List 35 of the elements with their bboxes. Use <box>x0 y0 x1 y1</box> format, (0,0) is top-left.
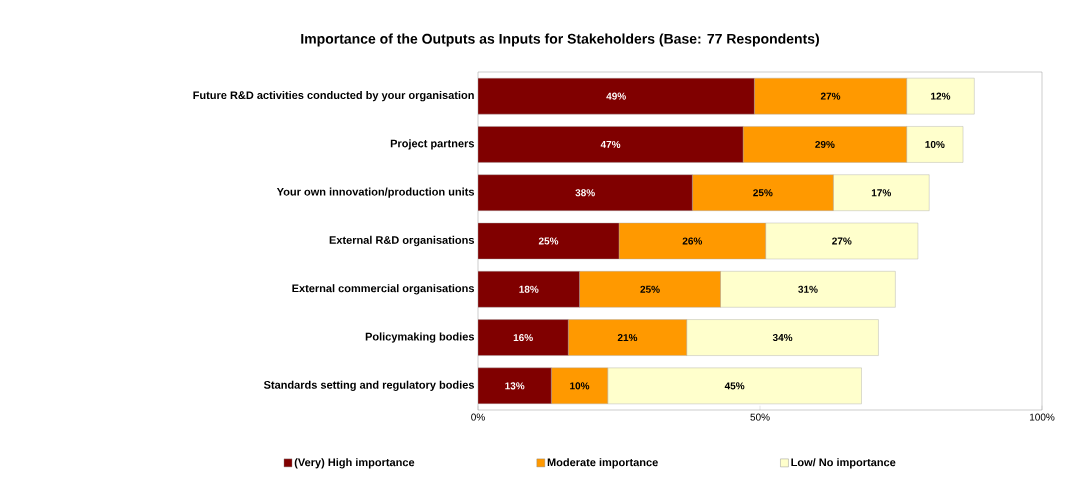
data-label: 17% <box>871 189 892 197</box>
data-label: 16% <box>513 334 533 342</box>
data-label: 25% <box>640 285 660 293</box>
chart-title: Importance of the Outputs as Inputs for Stakeholders (Base: 77 Respondents) <box>301 33 819 47</box>
data-label: 27% <box>832 237 852 245</box>
x-tick-label: 50% <box>750 413 770 421</box>
data-label: 38% <box>575 189 595 197</box>
legend-label: Moderate importance <box>547 458 658 469</box>
data-label: 31% <box>798 285 818 293</box>
data-label: 25% <box>753 189 773 197</box>
data-label: 45% <box>724 382 745 390</box>
x-tick-label: 100% <box>1029 413 1055 421</box>
data-label: 47% <box>600 140 621 148</box>
legend-label: (Very) High importance <box>294 458 415 469</box>
y-tick-label: External R&D organisations <box>329 235 474 247</box>
data-label: 49% <box>606 92 626 100</box>
data-label: 12% <box>931 92 951 100</box>
data-label: 26% <box>682 237 703 245</box>
legend-label: Low/ No importance <box>791 458 896 469</box>
y-tick-label: Future R&D activities conducted by your organisation <box>193 91 474 102</box>
data-label: 27% <box>820 92 841 100</box>
data-label: 10% <box>570 382 590 390</box>
data-label: 18% <box>519 285 539 293</box>
y-tick-label: Project partners <box>390 139 474 150</box>
y-tick-label: Your own innovation/production units <box>276 187 475 198</box>
data-label: 25% <box>538 237 559 245</box>
data-label: 34% <box>772 334 793 342</box>
y-tick-label: Standards setting and regulatory bodies <box>263 380 475 392</box>
data-label: 29% <box>815 140 835 148</box>
data-label: 13% <box>505 382 525 390</box>
y-tick-label: Policymaking bodies <box>365 332 475 343</box>
x-tick-label: 0% <box>471 413 485 421</box>
data-label: 21% <box>617 334 638 342</box>
data-label: 10% <box>925 140 945 148</box>
y-tick-label: External commercial organisations <box>292 284 474 295</box>
